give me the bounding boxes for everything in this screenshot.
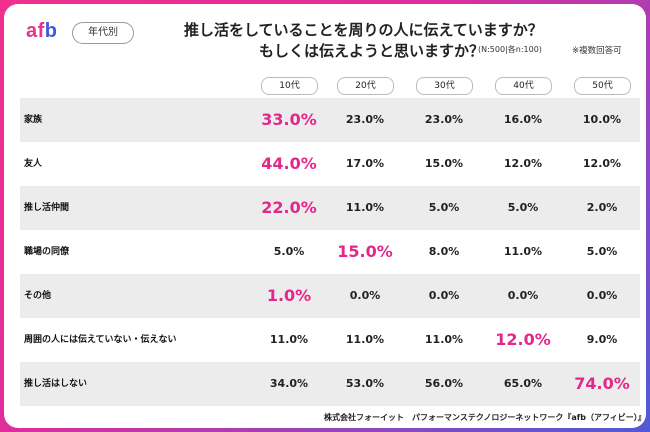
value-cell: 9.0% bbox=[586, 333, 618, 346]
table-row: その他 1.0% 0.0% 0.0% 0.0% 0.0% bbox=[20, 274, 640, 318]
source-footer: 株式会社フォーイット パフォーマンステクノロジーネットワーク『afb（アフィビー… bbox=[324, 413, 646, 422]
row-label: その他 bbox=[24, 291, 52, 301]
value-cell: 0.0% bbox=[586, 289, 618, 302]
value-cell: 65.0% bbox=[503, 377, 543, 390]
value-cell: 2.0% bbox=[586, 201, 618, 214]
table-row: 推し活はしない 34.0% 53.0% 56.0% 65.0% 74.0% bbox=[20, 362, 640, 406]
highlight-value-cell: 22.0% bbox=[261, 198, 317, 217]
value-cell: 56.0% bbox=[424, 377, 464, 390]
afb-logo: afb bbox=[26, 20, 58, 43]
value-cell: 11.0% bbox=[424, 333, 464, 346]
value-cell: 16.0% bbox=[503, 113, 543, 126]
highlight-value-cell: 33.0% bbox=[261, 110, 317, 129]
row-label: 推し活仲間 bbox=[24, 203, 70, 213]
row-label: 家族 bbox=[24, 115, 43, 125]
value-cell: 34.0% bbox=[269, 377, 309, 390]
row-label: 周囲の人には伝えていない・伝えない bbox=[24, 335, 177, 345]
column-header-1: 10代 bbox=[261, 77, 318, 95]
age-group-tag: 年代別 bbox=[72, 22, 134, 44]
value-cell: 15.0% bbox=[424, 157, 464, 170]
table-row: 推し活仲間 22.0% 11.0% 5.0% 5.0% 2.0% bbox=[20, 186, 640, 230]
value-cell: 8.0% bbox=[428, 245, 460, 258]
value-cell: 12.0% bbox=[503, 157, 543, 170]
value-cell: 23.0% bbox=[424, 113, 464, 126]
highlight-value-cell: 74.0% bbox=[574, 374, 630, 393]
value-cell: 5.0% bbox=[507, 201, 539, 214]
logo-part1: af bbox=[26, 20, 45, 42]
logo-part2: b bbox=[44, 20, 58, 42]
title-line-1: 推し活をしていることを周りの人に伝えていますか？ bbox=[184, 21, 543, 39]
value-cell: 11.0% bbox=[503, 245, 543, 258]
row-label: 友人 bbox=[24, 159, 43, 169]
table-row: 職場の同僚 5.0% 15.0% 8.0% 11.0% 5.0% bbox=[20, 230, 640, 274]
highlight-value-cell: 12.0% bbox=[495, 330, 551, 349]
sample-size: (N:500|各n:100) bbox=[478, 45, 542, 54]
page-title: 推し活をしていることを周りの人に伝えていますか？ もしくは伝えようと思いますか？ bbox=[184, 20, 543, 62]
value-cell: 11.0% bbox=[269, 333, 309, 346]
highlight-value-cell: 15.0% bbox=[337, 242, 393, 261]
highlight-value-cell: 1.0% bbox=[266, 286, 312, 305]
column-header-4: 40代 bbox=[495, 77, 552, 95]
card: afb 年代別 推し活をしていることを周りの人に伝えていますか？ もしくは伝えよ… bbox=[4, 4, 646, 428]
row-label: 職場の同僚 bbox=[24, 247, 70, 257]
value-cell: 0.0% bbox=[349, 289, 381, 302]
value-cell: 5.0% bbox=[428, 201, 460, 214]
multiple-answer-note: ※複数回答可 bbox=[572, 46, 622, 56]
value-cell: 53.0% bbox=[345, 377, 385, 390]
table-row: 友人 44.0% 17.0% 15.0% 12.0% 12.0% bbox=[20, 142, 640, 186]
table-row: 周囲の人には伝えていない・伝えない 11.0% 11.0% 11.0% 12.0% 9.0… bbox=[20, 318, 640, 362]
column-header-2: 20代 bbox=[337, 77, 394, 95]
table-row: 家族 33.0% 23.0% 23.0% 16.0% 10.0% bbox=[20, 98, 640, 142]
highlight-value-cell: 44.0% bbox=[261, 154, 317, 173]
value-cell: 11.0% bbox=[345, 333, 385, 346]
row-label: 推し活はしない bbox=[24, 379, 88, 389]
value-cell: 5.0% bbox=[586, 245, 618, 258]
column-header-5: 50代 bbox=[574, 77, 631, 95]
value-cell: 10.0% bbox=[582, 113, 622, 126]
value-cell: 0.0% bbox=[507, 289, 539, 302]
value-cell: 5.0% bbox=[273, 245, 305, 258]
value-cell: 17.0% bbox=[345, 157, 385, 170]
value-cell: 11.0% bbox=[345, 201, 385, 214]
column-header-3: 30代 bbox=[416, 77, 473, 95]
value-cell: 23.0% bbox=[345, 113, 385, 126]
value-cell: 12.0% bbox=[582, 157, 622, 170]
title-line-2: もしくは伝えようと思いますか？ bbox=[258, 42, 484, 60]
value-cell: 0.0% bbox=[428, 289, 460, 302]
